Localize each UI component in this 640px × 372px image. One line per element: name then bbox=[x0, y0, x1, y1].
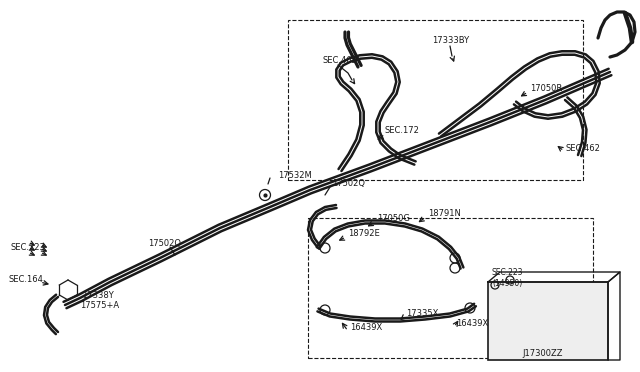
Text: SEC.172: SEC.172 bbox=[385, 125, 420, 135]
Text: 16439X: 16439X bbox=[350, 323, 382, 331]
Text: SEC.462: SEC.462 bbox=[323, 55, 358, 64]
Text: 16439X: 16439X bbox=[456, 318, 488, 327]
Text: 17338Y: 17338Y bbox=[82, 291, 114, 299]
Text: SEC.223: SEC.223 bbox=[10, 244, 45, 253]
Text: 18791N: 18791N bbox=[428, 208, 461, 218]
Text: 17532M: 17532M bbox=[278, 170, 312, 180]
Text: 17502Q: 17502Q bbox=[148, 238, 181, 247]
Text: 17575+A: 17575+A bbox=[80, 301, 119, 310]
Text: 17050R: 17050R bbox=[530, 83, 563, 93]
Text: 18792E: 18792E bbox=[348, 228, 380, 237]
Text: SEC.223
(14950): SEC.223 (14950) bbox=[492, 268, 524, 288]
Bar bbox=[288, 20, 583, 180]
Text: SEC.164: SEC.164 bbox=[8, 276, 43, 285]
Bar bbox=[488, 282, 608, 360]
Text: 17335X: 17335X bbox=[406, 308, 438, 317]
Bar bbox=[308, 218, 593, 358]
Text: 17502Q: 17502Q bbox=[332, 179, 365, 187]
Text: 17333BY: 17333BY bbox=[432, 35, 469, 45]
Text: 17050G: 17050G bbox=[377, 214, 410, 222]
Text: SEC.462: SEC.462 bbox=[566, 144, 601, 153]
Text: J17300ZZ: J17300ZZ bbox=[522, 349, 563, 357]
